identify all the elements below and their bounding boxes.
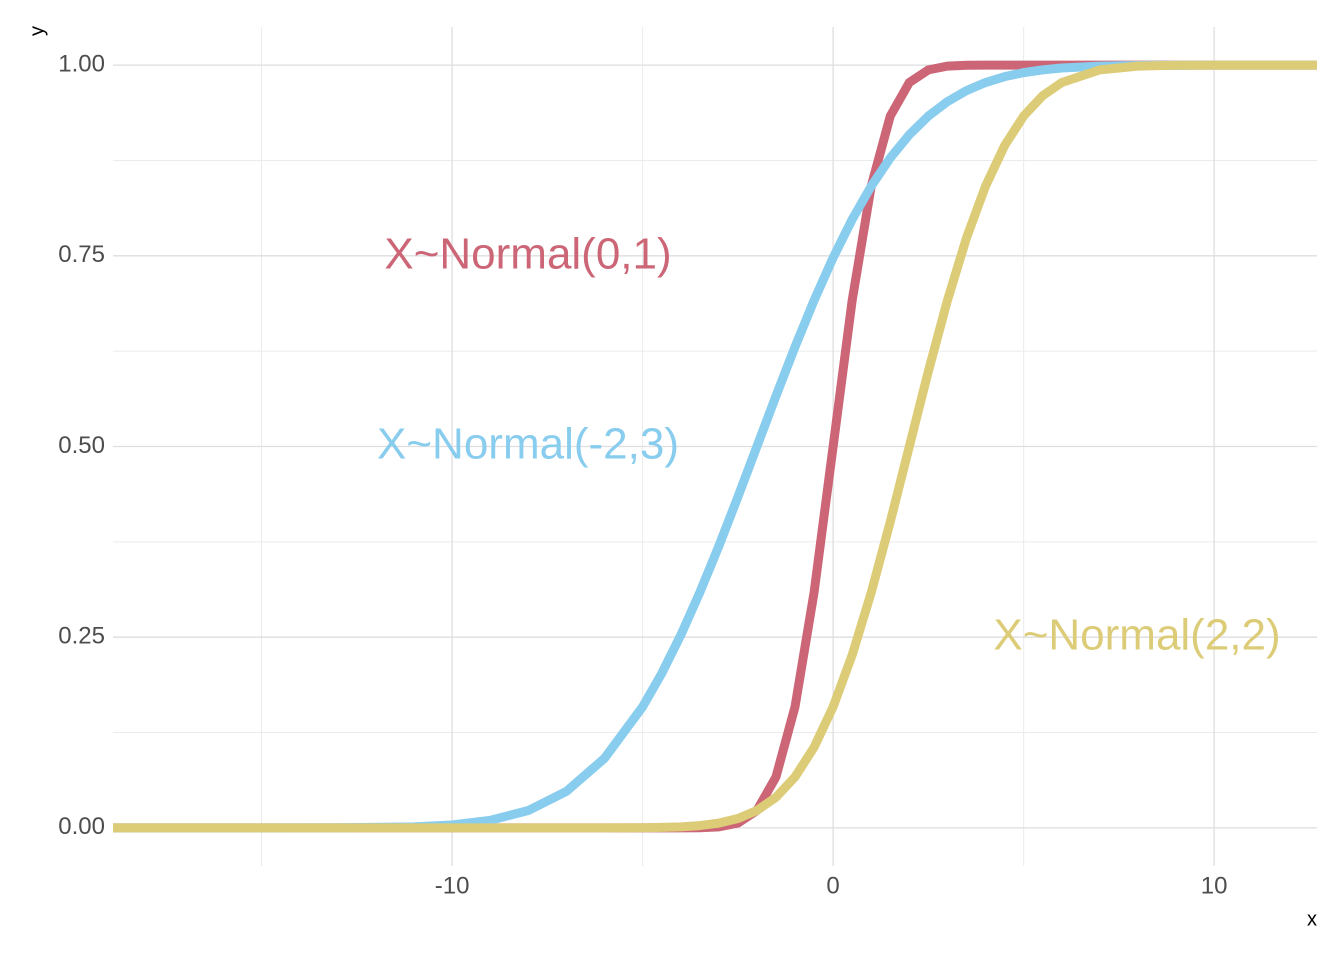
- y-tick-label: 0.75: [58, 241, 105, 268]
- x-tick-label: 10: [1201, 872, 1228, 899]
- cdf-line: [113, 60, 1317, 833]
- series-annotation: X~Normal(-2,3): [377, 420, 679, 469]
- x-tick-label: 0: [826, 872, 839, 899]
- series-annotation: X~Normal(0,1): [384, 230, 671, 279]
- y-tick-label: 0.25: [58, 623, 105, 650]
- x-tick-label: -10: [435, 872, 470, 899]
- y-tick-label: 1.00: [58, 50, 105, 77]
- y-tick-label: 0.50: [58, 432, 105, 459]
- cdf-line: [113, 60, 1317, 833]
- x-axis-label: x: [1307, 908, 1317, 930]
- y-tick-label: 0.00: [58, 813, 105, 840]
- y-axis-label: y: [26, 26, 48, 36]
- series-annotation: X~Normal(2,2): [993, 611, 1280, 660]
